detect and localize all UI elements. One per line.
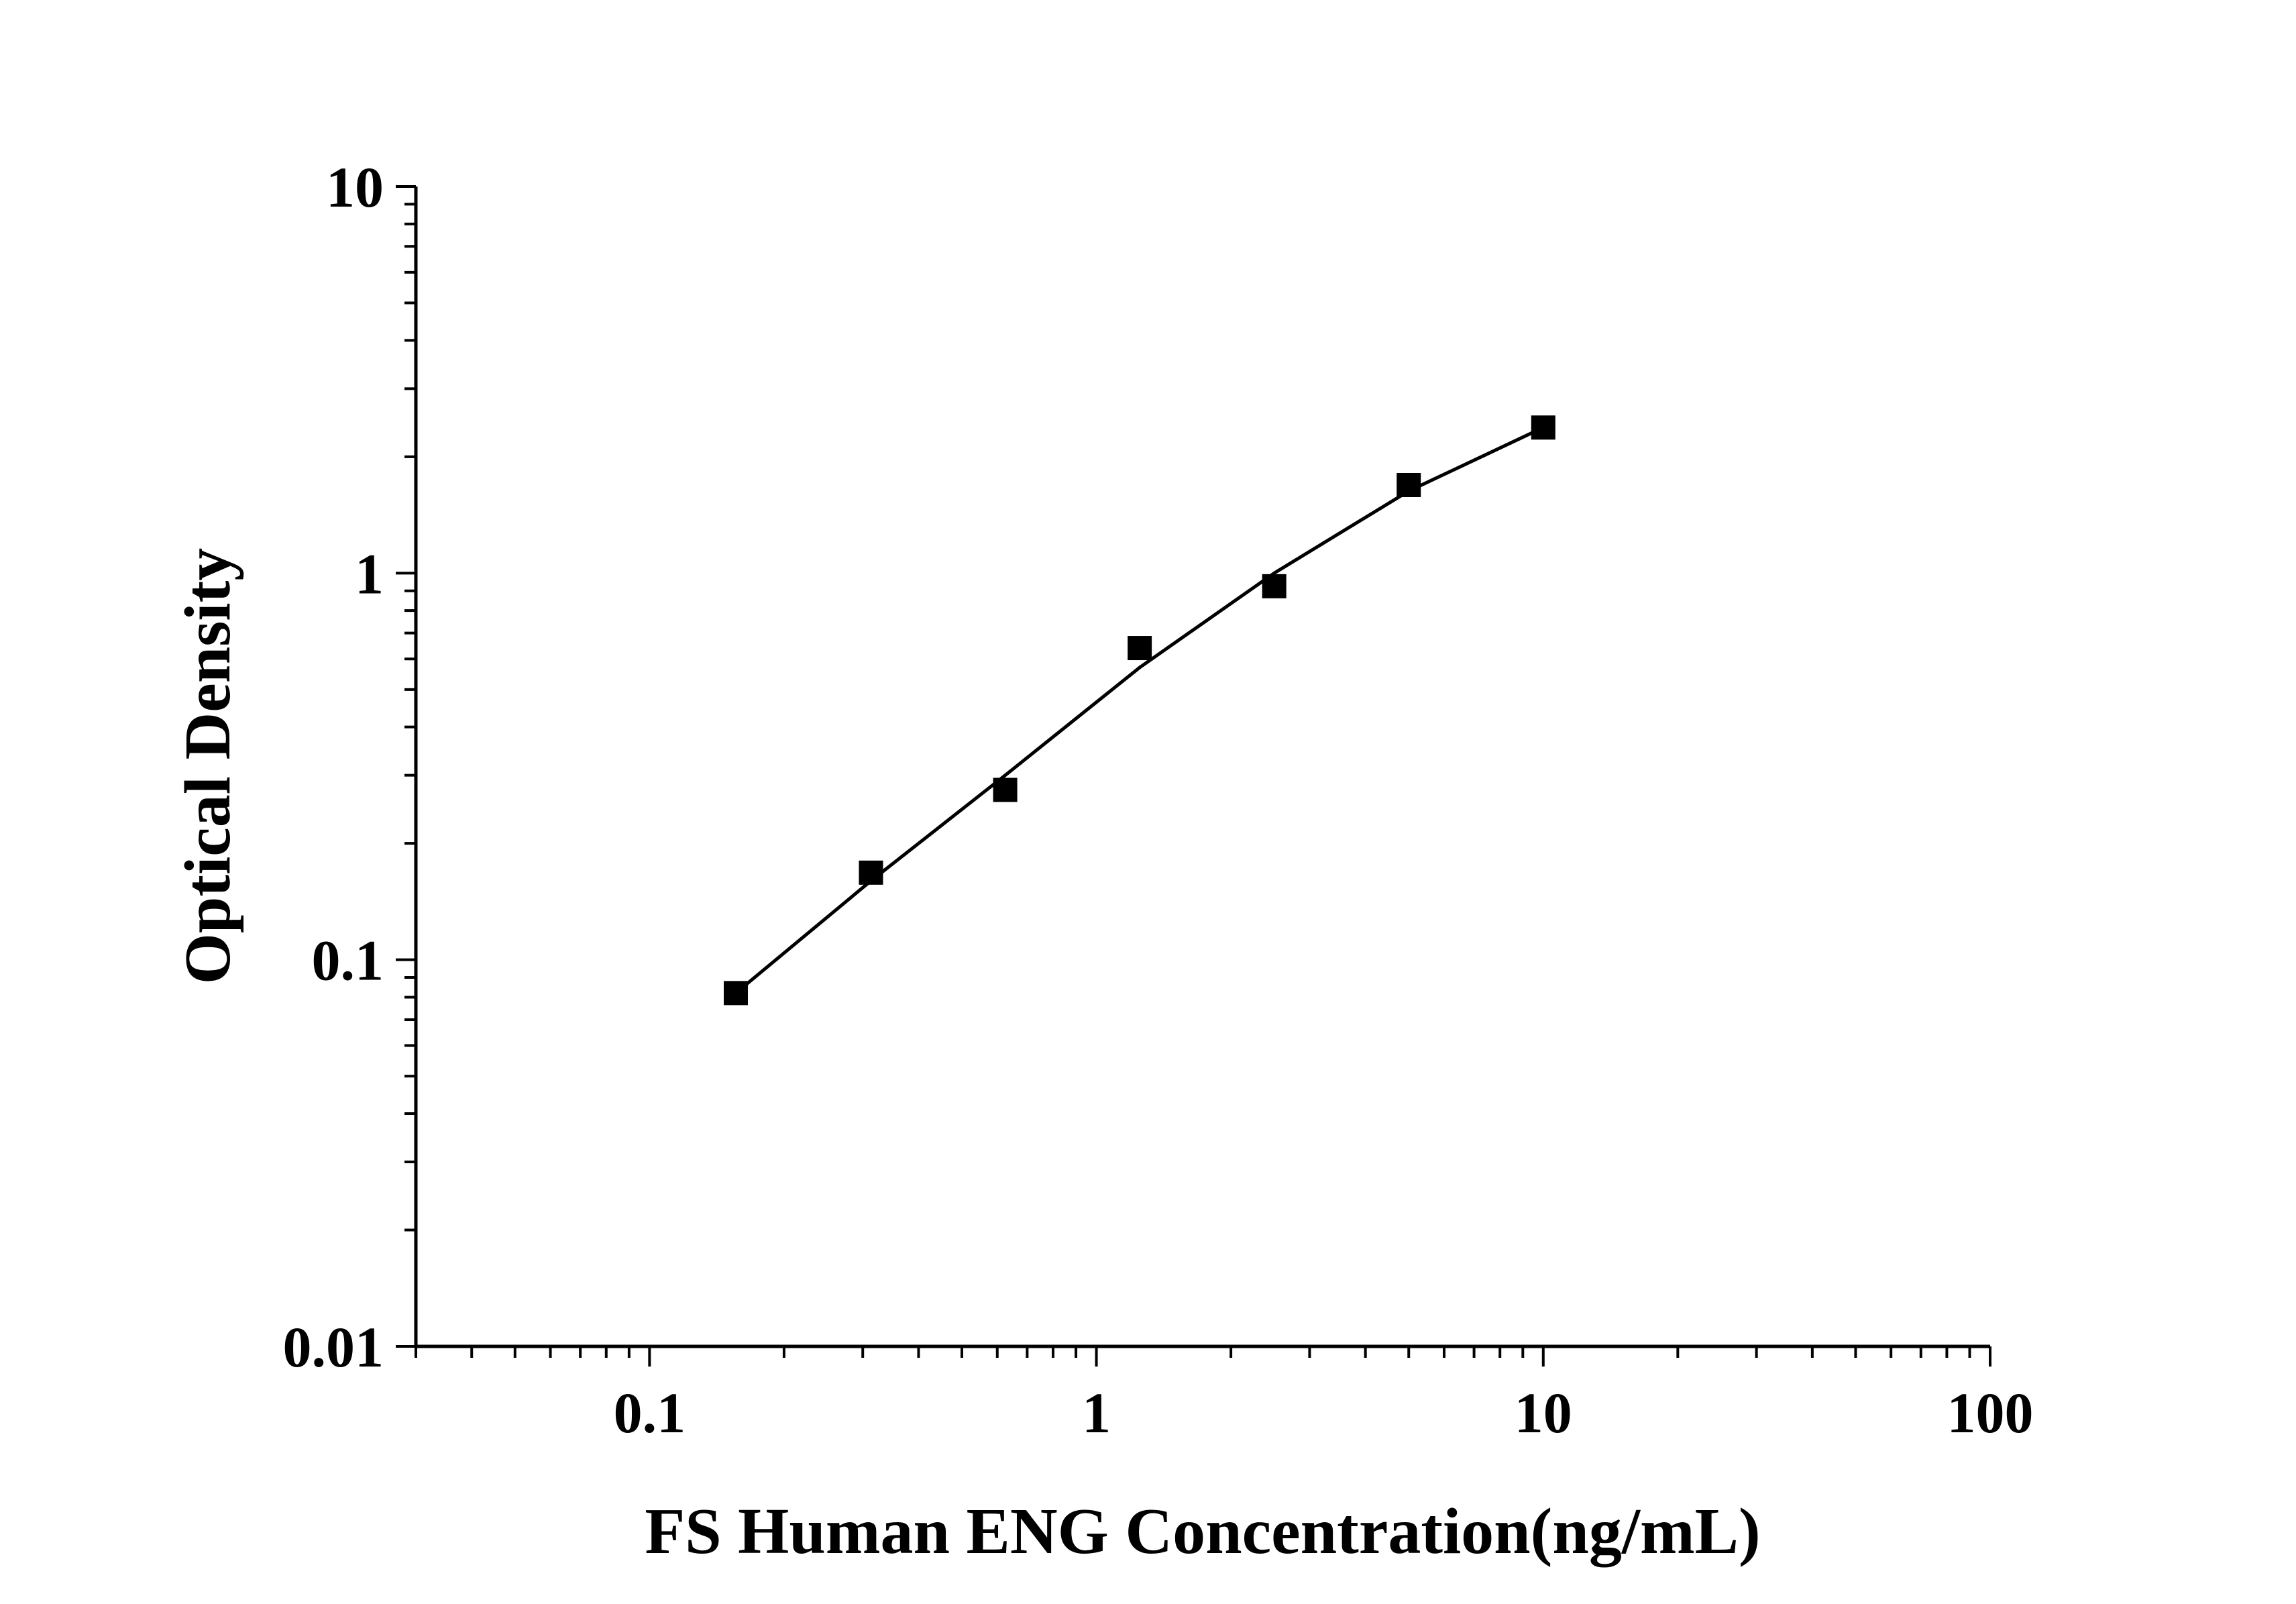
y-tick-label: 0.1 [312,928,384,993]
data-point-marker [1397,472,1421,497]
data-point-marker [859,860,883,885]
y-axis-title: Optical Density [172,548,244,985]
y-tick-label: 1 [355,541,384,606]
x-tick-label: 100 [1947,1381,2034,1445]
data-point-marker [993,778,1018,802]
y-tick-label: 0.01 [283,1315,384,1379]
data-point-marker [1531,415,1555,440]
data-point-marker [1128,636,1152,661]
axes [414,186,1990,1348]
ticks [396,185,1991,1367]
x-tick-label: 1 [1082,1381,1111,1445]
y-tick-label: 10 [326,155,384,219]
x-tick-label: 0.1 [614,1381,686,1445]
data-markers [724,415,1555,1006]
x-axis-title: FS Human ENG Concentration(ng/mL) [645,1495,1760,1568]
tick-labels: 0.1 1 10 100 0.01 0.1 1 10 [283,155,2034,1445]
x-tick-label: 10 [1515,1381,1572,1445]
data-point-marker [1262,574,1287,598]
fit-curve-line [734,426,1544,995]
data-point-marker [724,981,749,1006]
